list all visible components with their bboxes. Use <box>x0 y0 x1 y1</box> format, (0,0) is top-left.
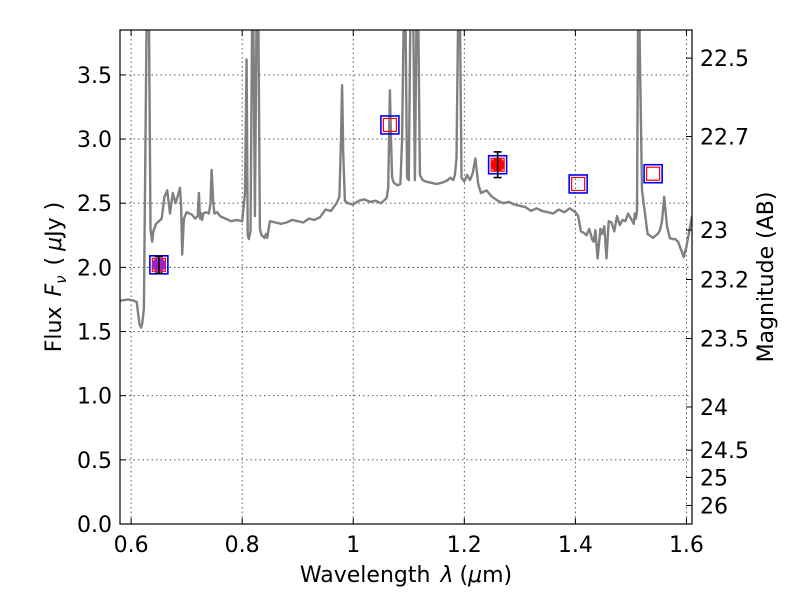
right-axis-label: Magnitude (AB) <box>754 192 779 363</box>
model-point-square <box>571 176 586 192</box>
y-axis-label-text: Flux <box>42 307 67 353</box>
model-point-box <box>643 163 663 184</box>
x-tick-label: 0.6 <box>114 533 149 558</box>
y-axis-label-subscript: ν <box>52 275 70 283</box>
model-point-square <box>646 166 661 181</box>
tick-labels-layer: 0.6 0.8 1 1.2 1.4 1.6 0.0 0.5 1.0 1.5 2.0 2.5 3.0 3.5… <box>77 47 749 558</box>
x-axis-label-unit-rest: m) <box>482 563 512 588</box>
model-point-box <box>380 115 400 135</box>
mag-tick-label: 23.2 <box>700 269 749 294</box>
points-layer <box>149 115 663 275</box>
y-tick-label: 3.5 <box>77 64 112 89</box>
ticks-layer <box>120 30 692 525</box>
x-tick-label: 1.2 <box>447 533 482 558</box>
y-axis-label-unit-open: ( <box>42 257 67 266</box>
x-axis-label-unit-mu: μ <box>467 563 482 588</box>
mag-tick-label: 24 <box>700 396 728 421</box>
y-axis-label: Flux Fν ( μJy ) <box>42 202 70 352</box>
mag-tick-label: 26 <box>700 494 728 519</box>
y-axis-label-symbol: F <box>42 284 67 297</box>
x-tick-label: 1.4 <box>558 533 593 558</box>
x-axis-label-unit-open: ( <box>459 563 468 588</box>
x-axis-label: Wavelength λ (μm) <box>300 563 512 588</box>
plot-frame <box>119 29 693 525</box>
y-tick-label: 1.5 <box>77 321 112 346</box>
y-tick-label: 1.0 <box>77 385 112 410</box>
y-axis-label-unit-mu: μ <box>42 237 67 252</box>
mag-tick-label: 23 <box>700 219 728 244</box>
x-tick-label: 0.8 <box>225 533 260 558</box>
y-tick-label: 2.0 <box>77 256 112 281</box>
x-axis-label-text: Wavelength <box>300 563 431 588</box>
model-spectrum-line <box>120 30 692 329</box>
model-point-box <box>568 174 588 194</box>
x-axis-label-symbol: λ <box>439 563 453 588</box>
model-spectrum-layer <box>120 30 692 329</box>
y-tick-label: 0.5 <box>77 449 112 474</box>
x-tick-label: 1.6 <box>669 533 704 558</box>
mag-tick-label: 25 <box>700 466 728 491</box>
mag-tick-label: 22.7 <box>700 126 749 151</box>
y-tick-label: 2.5 <box>77 192 112 217</box>
model-point-square <box>382 117 397 133</box>
y-axis-label-unit-rest: Jy ) <box>42 202 67 239</box>
mag-tick-label: 23.5 <box>700 328 749 353</box>
mag-tick-label: 22.5 <box>700 47 749 72</box>
x-tick-label: 1 <box>346 533 360 558</box>
y-tick-label: 0.0 <box>77 513 112 538</box>
mag-tick-label: 24.5 <box>700 439 749 464</box>
y-tick-label: 3.0 <box>77 128 112 153</box>
